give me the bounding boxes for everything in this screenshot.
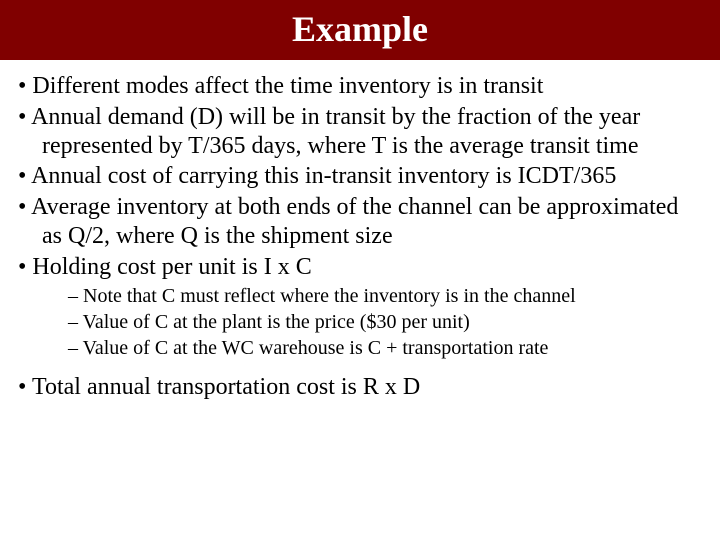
bullet-item: Total annual transportation cost is R x … xyxy=(18,373,702,402)
slide-title: Example xyxy=(0,8,720,50)
sub-bullet-item: Note that C must reflect where the inven… xyxy=(68,284,702,309)
sub-bullet-item: Value of C at the plant is the price ($3… xyxy=(68,310,702,335)
sub-bullet-item: Value of C at the WC warehouse is C + tr… xyxy=(68,336,702,361)
main-bullet-list: Different modes affect the time inventor… xyxy=(18,72,702,361)
bullet-item: Annual cost of carrying this in-transit … xyxy=(18,162,702,191)
bullet-item: Holding cost per unit is I x C Note that… xyxy=(18,253,702,361)
sub-bullet-list: Note that C must reflect where the inven… xyxy=(68,284,702,361)
title-bar: Example xyxy=(0,0,720,60)
main-bullet-list-2: Total annual transportation cost is R x … xyxy=(18,373,702,402)
bullet-item: Annual demand (D) will be in transit by … xyxy=(18,103,702,161)
slide-content: Different modes affect the time inventor… xyxy=(0,60,720,401)
spacer xyxy=(18,363,702,373)
bullet-item: Different modes affect the time inventor… xyxy=(18,72,702,101)
bullet-item: Average inventory at both ends of the ch… xyxy=(18,193,702,251)
bullet-text: Holding cost per unit is I x C xyxy=(32,254,311,280)
